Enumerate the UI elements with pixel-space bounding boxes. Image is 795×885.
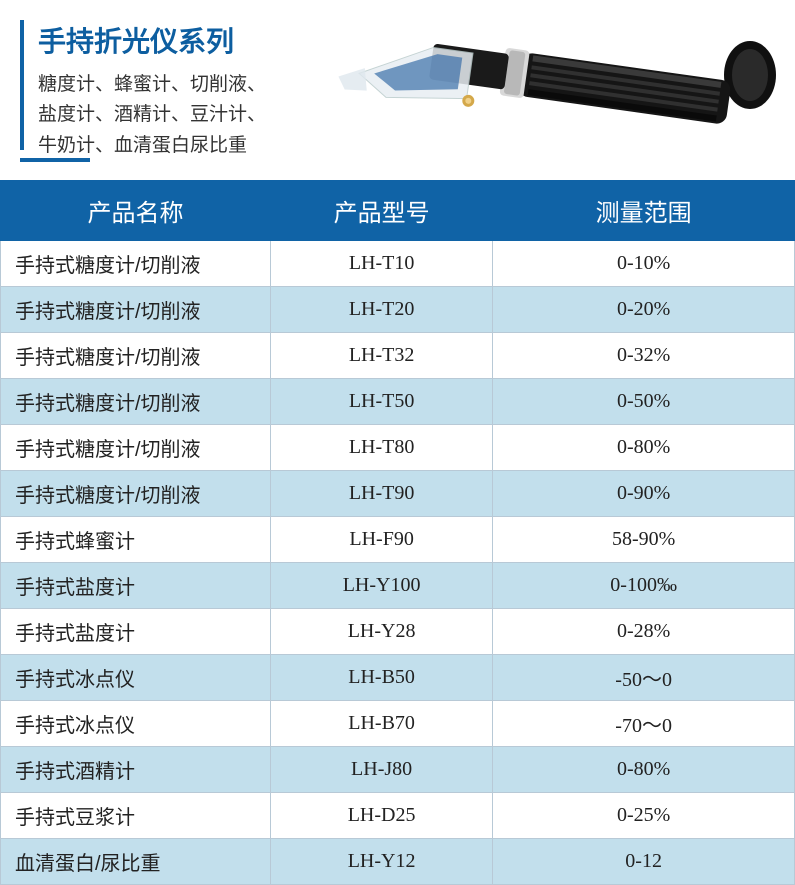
cell-model: LH-T10 <box>270 241 492 287</box>
cell-range: 0-32% <box>493 333 795 379</box>
cell-model: LH-B70 <box>270 701 492 747</box>
cell-name: 手持式盐度计 <box>1 609 271 655</box>
cell-model: LH-T20 <box>270 287 492 333</box>
cell-model: LH-T80 <box>270 425 492 471</box>
table-row: 手持式蜂蜜计LH-F9058-90% <box>1 517 795 563</box>
cell-model: LH-Y100 <box>270 563 492 609</box>
cell-range: -50～0 <box>493 655 795 701</box>
table-row: 手持式糖度计/切削液LH-T800-80% <box>1 425 795 471</box>
cell-name: 手持式糖度计/切削液 <box>1 425 271 471</box>
cell-range: 0-10% <box>493 241 795 287</box>
cell-name: 手持式糖度计/切削液 <box>1 471 271 517</box>
table-row: 手持式糖度计/切削液LH-T320-32% <box>1 333 795 379</box>
cell-range: 0-80% <box>493 425 795 471</box>
subtitle-line: 盐度计、酒精计、豆汁计、 <box>38 100 300 130</box>
table-row: 手持式糖度计/切削液LH-T200-20% <box>1 287 795 333</box>
cell-model: LH-B50 <box>270 655 492 701</box>
product-table: 产品名称 产品型号 测量范围 手持式糖度计/切削液LH-T100-10%手持式糖… <box>0 180 795 885</box>
cell-name: 手持式糖度计/切削液 <box>1 333 271 379</box>
col-header-model: 产品型号 <box>270 181 492 241</box>
cell-range: 0-20% <box>493 287 795 333</box>
cell-name: 手持式酒精计 <box>1 747 271 793</box>
cell-name: 手持式糖度计/切削液 <box>1 379 271 425</box>
series-title: 手持折光仪系列 <box>38 20 300 60</box>
cell-name: 手持式糖度计/切削液 <box>1 241 271 287</box>
col-header-range: 测量范围 <box>493 181 795 241</box>
cell-name: 手持式盐度计 <box>1 563 271 609</box>
cell-range: 0-80% <box>493 747 795 793</box>
cell-model: LH-J80 <box>270 747 492 793</box>
title-block: 手持折光仪系列 糖度计、蜂蜜计、切削液、 盐度计、酒精计、豆汁计、 牛奶计、血清… <box>20 20 300 150</box>
cell-range: 0-12 <box>493 839 795 885</box>
table-row: 手持式盐度计LH-Y1000-100‰ <box>1 563 795 609</box>
cell-range: -70～0 <box>493 701 795 747</box>
table-header: 产品名称 产品型号 测量范围 <box>1 181 795 241</box>
cell-range: 0-50% <box>493 379 795 425</box>
cell-name: 手持式蜂蜜计 <box>1 517 271 563</box>
product-image-area <box>300 20 775 170</box>
cell-name: 手持式冰点仪 <box>1 701 271 747</box>
cell-name: 血清蛋白/尿比重 <box>1 839 271 885</box>
table-row: 手持式冰点仪LH-B50-50～0 <box>1 655 795 701</box>
accent-underline <box>20 158 90 162</box>
cell-model: LH-F90 <box>270 517 492 563</box>
table-row: 手持式糖度计/切削液LH-T100-10% <box>1 241 795 287</box>
cell-name: 手持式冰点仪 <box>1 655 271 701</box>
table-row: 手持式糖度计/切削液LH-T900-90% <box>1 471 795 517</box>
col-header-name: 产品名称 <box>1 181 271 241</box>
cell-model: LH-T90 <box>270 471 492 517</box>
table-row: 手持式冰点仪LH-B70-70～0 <box>1 701 795 747</box>
cell-model: LH-Y28 <box>270 609 492 655</box>
subtitle-line: 糖度计、蜂蜜计、切削液、 <box>38 70 300 100</box>
refractometer-icon <box>320 20 780 180</box>
cell-model: LH-Y12 <box>270 839 492 885</box>
cell-range: 0-28% <box>493 609 795 655</box>
cell-range: 0-90% <box>493 471 795 517</box>
table-row: 手持式糖度计/切削液LH-T500-50% <box>1 379 795 425</box>
cell-range: 58-90% <box>493 517 795 563</box>
cell-range: 0-100‰ <box>493 563 795 609</box>
cell-model: LH-T32 <box>270 333 492 379</box>
table-row: 手持式酒精计LH-J800-80% <box>1 747 795 793</box>
table-row: 血清蛋白/尿比重LH-Y120-12 <box>1 839 795 885</box>
table-body: 手持式糖度计/切削液LH-T100-10%手持式糖度计/切削液LH-T200-2… <box>1 241 795 885</box>
table-row: 手持式盐度计LH-Y280-28% <box>1 609 795 655</box>
subtitle-line: 牛奶计、血清蛋白尿比重 <box>38 131 300 161</box>
cell-name: 手持式糖度计/切削液 <box>1 287 271 333</box>
header-section: 手持折光仪系列 糖度计、蜂蜜计、切削液、 盐度计、酒精计、豆汁计、 牛奶计、血清… <box>0 0 795 180</box>
cell-model: LH-T50 <box>270 379 492 425</box>
series-subtitle: 糖度计、蜂蜜计、切削液、 盐度计、酒精计、豆汁计、 牛奶计、血清蛋白尿比重 <box>38 70 300 161</box>
